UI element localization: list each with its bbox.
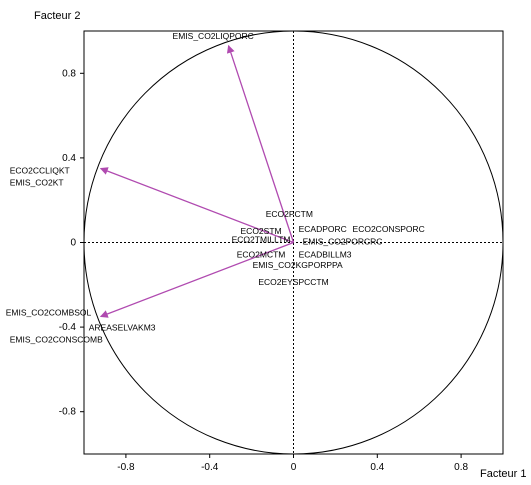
variable-point-label: ECO2PCTM <box>266 209 313 219</box>
x-axis-title: Facteur 1 <box>480 468 527 480</box>
variable-point-label: EMIS_CO2PORCRC <box>303 237 383 247</box>
variable-label: EMIS_CO2COMBSOL <box>6 308 92 318</box>
variable-label: EMIS_CO2LIQPORC <box>173 31 254 41</box>
x-tick-label: 0.8 <box>454 462 468 473</box>
variable-label: EMIS_CO2CONSCOMB <box>10 335 103 345</box>
variable-label: AREASELVAKM3 <box>89 323 156 333</box>
variable-label: ECO2CCLIQKT <box>10 165 70 175</box>
variable-point-label: ECADBILLM3 <box>299 249 352 259</box>
variable-point-label: ECO2STM <box>241 226 282 236</box>
y-tick-label: 0.8 <box>62 68 76 79</box>
variable-arrow <box>99 167 294 244</box>
variable-point-label: ECO2CONSPORC <box>353 224 425 234</box>
variable-point-label: ECO2MCTM <box>237 249 286 259</box>
variable-point-label: ECO2TMILLTM <box>232 235 291 245</box>
variable-label: EMIS_CO2KT <box>10 177 64 187</box>
y-tick-label: -0.8 <box>59 407 77 418</box>
variable-arrow <box>226 44 295 243</box>
y-tick-label: 0.4 <box>62 153 76 164</box>
y-tick-label: 0 <box>70 238 76 249</box>
variable-point-label: ECO2EYSPCCTM <box>258 277 328 287</box>
x-tick-label: 0.4 <box>370 462 384 473</box>
x-tick-label: -0.4 <box>201 462 219 473</box>
x-tick-label: 0 <box>291 462 297 473</box>
x-tick-label: -0.8 <box>117 462 135 473</box>
variable-point-label: EMIS_CO2KGPORPPA <box>253 260 343 270</box>
variable-arrow <box>99 241 294 318</box>
y-axis-title: Facteur 2 <box>34 10 81 22</box>
variable-point-label: ECADPORC <box>299 224 347 234</box>
y-tick-label: -0.4 <box>59 322 77 333</box>
